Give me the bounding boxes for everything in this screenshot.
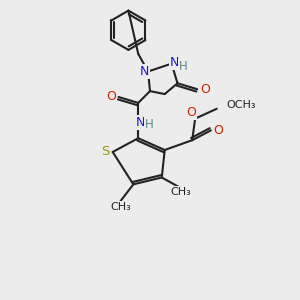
Text: O: O (200, 82, 210, 96)
Text: OCH₃: OCH₃ (226, 100, 256, 110)
Text: N: N (140, 65, 149, 78)
Text: CH₃: CH₃ (170, 187, 191, 197)
Text: H: H (179, 60, 188, 73)
Text: CH₃: CH₃ (110, 202, 131, 212)
Text: O: O (186, 106, 196, 119)
Text: N: N (136, 116, 145, 129)
Text: H: H (145, 118, 153, 131)
Text: O: O (213, 124, 223, 137)
Text: O: O (106, 89, 116, 103)
Text: S: S (101, 146, 109, 158)
Text: N: N (170, 56, 179, 69)
